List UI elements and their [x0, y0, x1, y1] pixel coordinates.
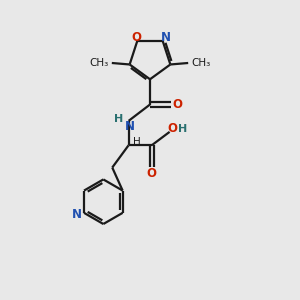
Text: H: H — [178, 124, 188, 134]
Text: N: N — [124, 120, 134, 133]
Text: N: N — [72, 208, 82, 221]
Text: CH₃: CH₃ — [191, 58, 210, 68]
Text: O: O — [132, 31, 142, 44]
Text: H: H — [115, 114, 124, 124]
Text: CH₃: CH₃ — [90, 58, 109, 68]
Text: O: O — [147, 167, 157, 180]
Text: H: H — [133, 137, 141, 147]
Text: N: N — [161, 31, 171, 44]
Text: O: O — [167, 122, 177, 135]
Text: O: O — [172, 98, 182, 111]
